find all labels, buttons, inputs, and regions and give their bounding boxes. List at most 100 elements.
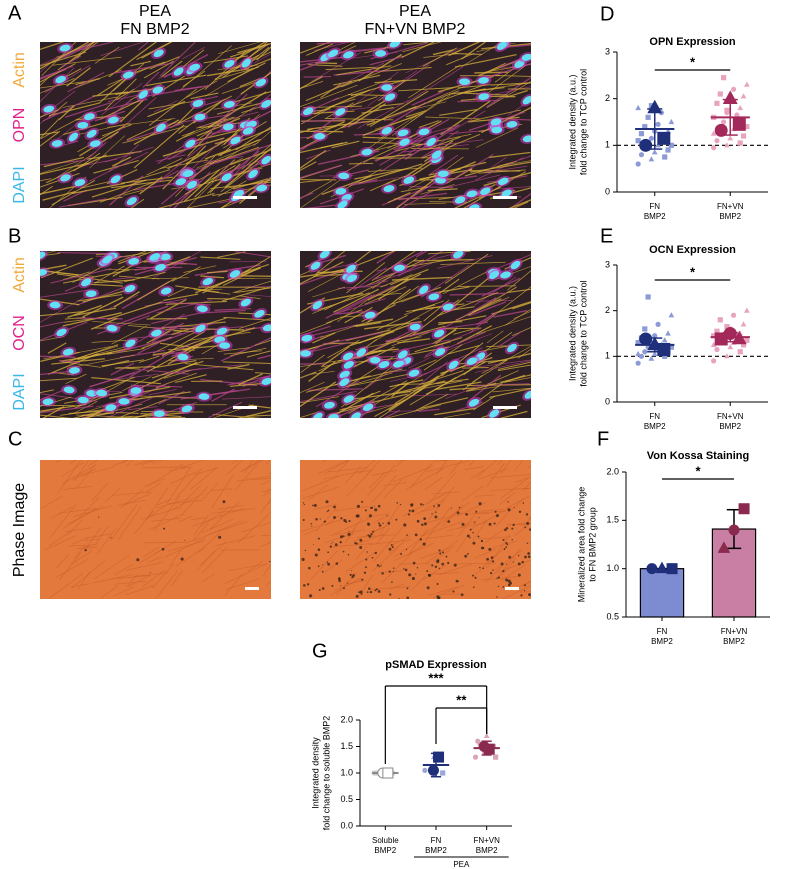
mineral-deposit: [428, 573, 432, 577]
texture: [499, 492, 516, 506]
actin-fiber: [92, 91, 129, 97]
nucleus: [177, 353, 189, 361]
actin-fiber: [347, 103, 386, 128]
mineral-deposit: [495, 514, 499, 518]
actin-fiber: [486, 81, 531, 108]
texture: [243, 460, 254, 474]
mineral-deposit: [527, 552, 531, 555]
texture: [522, 581, 531, 587]
x-tick-label: FN+VN: [473, 836, 500, 845]
texture: [260, 479, 271, 486]
actin-fiber: [200, 256, 241, 260]
actin-fiber: [226, 179, 271, 189]
texture: [269, 589, 271, 593]
texture: [260, 534, 271, 536]
nucleus: [60, 174, 71, 182]
texture: [327, 467, 369, 473]
mineral-deposit: [322, 564, 324, 566]
mineral-deposit: [368, 534, 372, 538]
actin-fiber: [300, 60, 322, 66]
nucleus: [468, 204, 480, 208]
texture: [217, 504, 244, 510]
nucleus: [346, 274, 358, 283]
actin-fiber: [348, 380, 408, 415]
actin-fiber: [300, 142, 343, 154]
actin-fiber: [391, 382, 409, 398]
nucleus: [437, 170, 449, 178]
texture: [500, 564, 526, 582]
actin-fiber: [353, 318, 394, 327]
nucleus: [408, 369, 420, 377]
actin-fiber: [156, 299, 213, 314]
actin-fiber: [495, 186, 531, 190]
bar: [711, 528, 757, 618]
actin-fiber: [214, 307, 252, 311]
nucleus: [125, 339, 136, 348]
texture: [427, 460, 470, 472]
texture: [345, 580, 367, 585]
actin-fiber: [362, 112, 424, 137]
actin-fiber: [118, 275, 160, 280]
texture: [143, 478, 165, 488]
actin-fiber: [99, 182, 153, 203]
texture: [76, 546, 99, 550]
mineral-deposit: [382, 522, 384, 524]
mineral-deposit: [469, 537, 471, 539]
data-point: [737, 140, 743, 146]
actin-fiber: [472, 298, 502, 313]
mineral-deposit: [455, 579, 459, 583]
actin-fiber: [374, 79, 418, 84]
nucleus: [453, 251, 464, 259]
data-point: [652, 333, 658, 339]
actin-fiber: [456, 325, 493, 345]
texture: [455, 562, 497, 565]
mineral-deposit: [310, 523, 313, 525]
actin-fiber: [483, 165, 528, 174]
actin-fiber: [344, 306, 373, 324]
mineral-deposit: [503, 548, 506, 550]
mineral-deposit: [423, 517, 427, 521]
texture: [191, 517, 207, 520]
data-point: [710, 130, 717, 136]
y-tick-label: 1.0: [606, 563, 619, 573]
mineral-deposit: [524, 555, 527, 559]
mineral-deposit: [472, 574, 474, 577]
actin-fiber: [229, 260, 267, 263]
actin-fiber: [206, 68, 250, 77]
texture: [475, 460, 498, 479]
nucleus: [85, 290, 97, 298]
nucleus: [63, 386, 75, 394]
actin-fiber: [488, 151, 531, 159]
data-point: [744, 81, 750, 87]
micrographs: [40, 42, 531, 599]
texture: [514, 476, 531, 484]
actin-fiber: [229, 382, 271, 387]
texture: [94, 525, 109, 545]
data-point: [635, 340, 641, 346]
nucleus: [381, 84, 393, 91]
actin-fiber: [461, 42, 503, 67]
mineral-deposit: [511, 539, 513, 541]
texture: [396, 460, 401, 461]
actin-fiber: [300, 84, 358, 108]
y-axis-label: Integrated density: [310, 737, 320, 809]
texture: [92, 574, 133, 584]
mineral-deposit: [496, 577, 498, 580]
mineral-deposit: [447, 520, 451, 523]
actin-fiber: [186, 172, 223, 208]
mineral-deposit: [437, 504, 441, 507]
data-point: [665, 147, 671, 153]
mineral-deposit: [391, 545, 394, 549]
actin-fiber: [233, 90, 271, 103]
actin-fiber: [76, 284, 130, 306]
nucleus: [375, 50, 387, 57]
nucleus: [42, 398, 54, 406]
mineral-deposit: [363, 571, 367, 574]
texture: [356, 534, 396, 538]
actin-fiber: [106, 348, 145, 355]
data-point: [648, 156, 655, 162]
actin-fiber: [364, 286, 407, 305]
mineral-deposit: [491, 560, 495, 563]
data-point: [714, 346, 720, 353]
nucleus: [195, 324, 206, 333]
